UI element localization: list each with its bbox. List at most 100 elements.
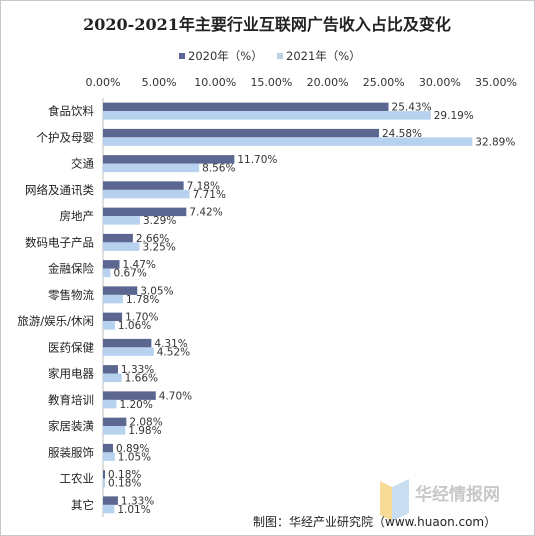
bar-2021 — [103, 347, 154, 356]
value-label-2021: 0.67% — [114, 268, 147, 280]
source-note: 制图：华经产业研究院（www.huaon.com） — [253, 514, 496, 529]
bar-2020 — [103, 470, 106, 479]
value-label-2021: 1.66% — [125, 373, 158, 385]
bar-2021 — [103, 268, 111, 278]
category-label: 零售物流 — [48, 288, 94, 302]
value-label-2021: 3.25% — [142, 241, 175, 253]
category-label: 房地产 — [60, 209, 95, 223]
bar-2020 — [103, 207, 187, 217]
value-label-2020: 0.18% — [108, 469, 141, 481]
value-label-2021: 4.52% — [157, 346, 190, 358]
bar-2020 — [103, 102, 389, 112]
category-label: 服装服饰 — [48, 445, 94, 459]
x-tick-label: 10.00% — [194, 76, 236, 89]
watermark-text: 华经情报网 — [415, 484, 500, 505]
value-label-2020: 11.70% — [237, 154, 277, 166]
bar-2021 — [103, 399, 117, 409]
value-label-2020: 4.70% — [159, 390, 192, 402]
value-label-2020: 0.89% — [116, 443, 149, 455]
category-label: 旅游/娱乐/休闲 — [17, 314, 94, 328]
category-label: 工农业 — [60, 472, 95, 486]
bar-2020 — [103, 155, 235, 164]
category-label: 金融保险 — [48, 262, 94, 276]
x-tick-label: 0.00% — [86, 76, 121, 89]
value-label-2020: 24.58% — [382, 128, 422, 140]
category-label: 家居装潢 — [48, 419, 94, 433]
bar-2021 — [103, 504, 115, 514]
value-label-2020: 2.08% — [129, 417, 162, 429]
value-label-2020: 7.18% — [187, 180, 220, 192]
x-tick-label: 20.00% — [307, 76, 349, 89]
value-label-2021: 1.01% — [117, 504, 150, 516]
value-label-2020: 4.31% — [154, 338, 187, 350]
legend-swatch-2 — [277, 53, 283, 59]
value-label-2020: 7.42% — [189, 207, 222, 219]
bar-2020 — [103, 312, 123, 322]
bar-2020 — [103, 365, 118, 374]
bar-2020 — [103, 286, 138, 295]
bar-2021 — [103, 137, 473, 146]
value-label-2021: 7.71% — [193, 189, 226, 201]
bar-2021 — [103, 163, 200, 173]
value-label-2020: 1.47% — [123, 259, 156, 271]
bar-2020 — [103, 417, 127, 427]
bar-2020 — [103, 391, 156, 400]
bar-2021 — [103, 111, 431, 120]
value-label-2020: 1.33% — [121, 364, 154, 376]
legend-label-2: 2021年（%） — [286, 49, 361, 63]
category-label: 食品饮料 — [48, 104, 94, 118]
x-tick-label: 25.00% — [363, 76, 405, 89]
category-label: 个护及母婴 — [37, 130, 95, 144]
bar-2020 — [103, 260, 120, 269]
x-tick-label: 15.00% — [250, 76, 292, 89]
watermark-logo — [380, 479, 409, 521]
bar-2020 — [103, 181, 184, 190]
bar-2020 — [103, 128, 379, 138]
value-label-2021: 1.20% — [119, 399, 152, 411]
legend-label-1: 2020年（%） — [188, 49, 263, 63]
category-label: 其它 — [71, 498, 94, 512]
value-label-2021: 1.78% — [126, 294, 159, 306]
bar-2020 — [103, 233, 133, 243]
category-label: 数码电子产品 — [25, 235, 94, 249]
bar-2021 — [103, 294, 123, 304]
value-label-2021: 32.89% — [475, 136, 515, 148]
bar-2021 — [103, 321, 115, 330]
value-label-2021: 0.18% — [108, 478, 141, 490]
category-label: 医药保健 — [48, 340, 94, 354]
value-label-2021: 1.98% — [128, 425, 161, 437]
bar-2020 — [103, 338, 152, 348]
legend-swatch-1 — [179, 53, 185, 59]
value-label-2020: 2.66% — [136, 233, 169, 245]
x-tick-label: 30.00% — [419, 76, 461, 89]
category-label: 网络及通讯类 — [25, 183, 94, 197]
bar-2021 — [103, 242, 140, 251]
value-label-2021: 29.19% — [434, 110, 474, 122]
value-label-2020: 3.05% — [140, 285, 173, 297]
value-label-2021: 1.06% — [118, 320, 151, 332]
chart-title: 2020-2021年主要行业互联网广告收入占比及变化 — [83, 15, 451, 34]
category-label: 家用电器 — [48, 367, 94, 381]
value-label-2021: 3.29% — [143, 215, 176, 227]
bar-2020 — [103, 496, 118, 505]
value-label-2020: 1.33% — [121, 495, 154, 507]
value-label-2021: 8.56% — [202, 163, 235, 175]
bar-2021 — [103, 373, 122, 383]
category-label: 交通 — [71, 157, 94, 171]
bar-2021 — [103, 478, 106, 488]
bar-2021 — [103, 452, 115, 461]
bar-2020 — [103, 443, 113, 453]
bar-2021 — [103, 426, 126, 435]
category-label: 教育培训 — [48, 393, 94, 407]
bar-2021 — [103, 216, 140, 225]
watermark-logo-shape — [392, 479, 409, 521]
watermark-logo-shape — [380, 481, 392, 521]
bar-2021 — [103, 189, 190, 199]
x-tick-label: 5.00% — [142, 76, 177, 89]
value-label-2020: 25.43% — [392, 102, 432, 114]
value-label-2021: 1.05% — [118, 451, 151, 463]
x-tick-label: 35.00% — [475, 76, 517, 89]
value-label-2020: 1.70% — [125, 312, 158, 324]
